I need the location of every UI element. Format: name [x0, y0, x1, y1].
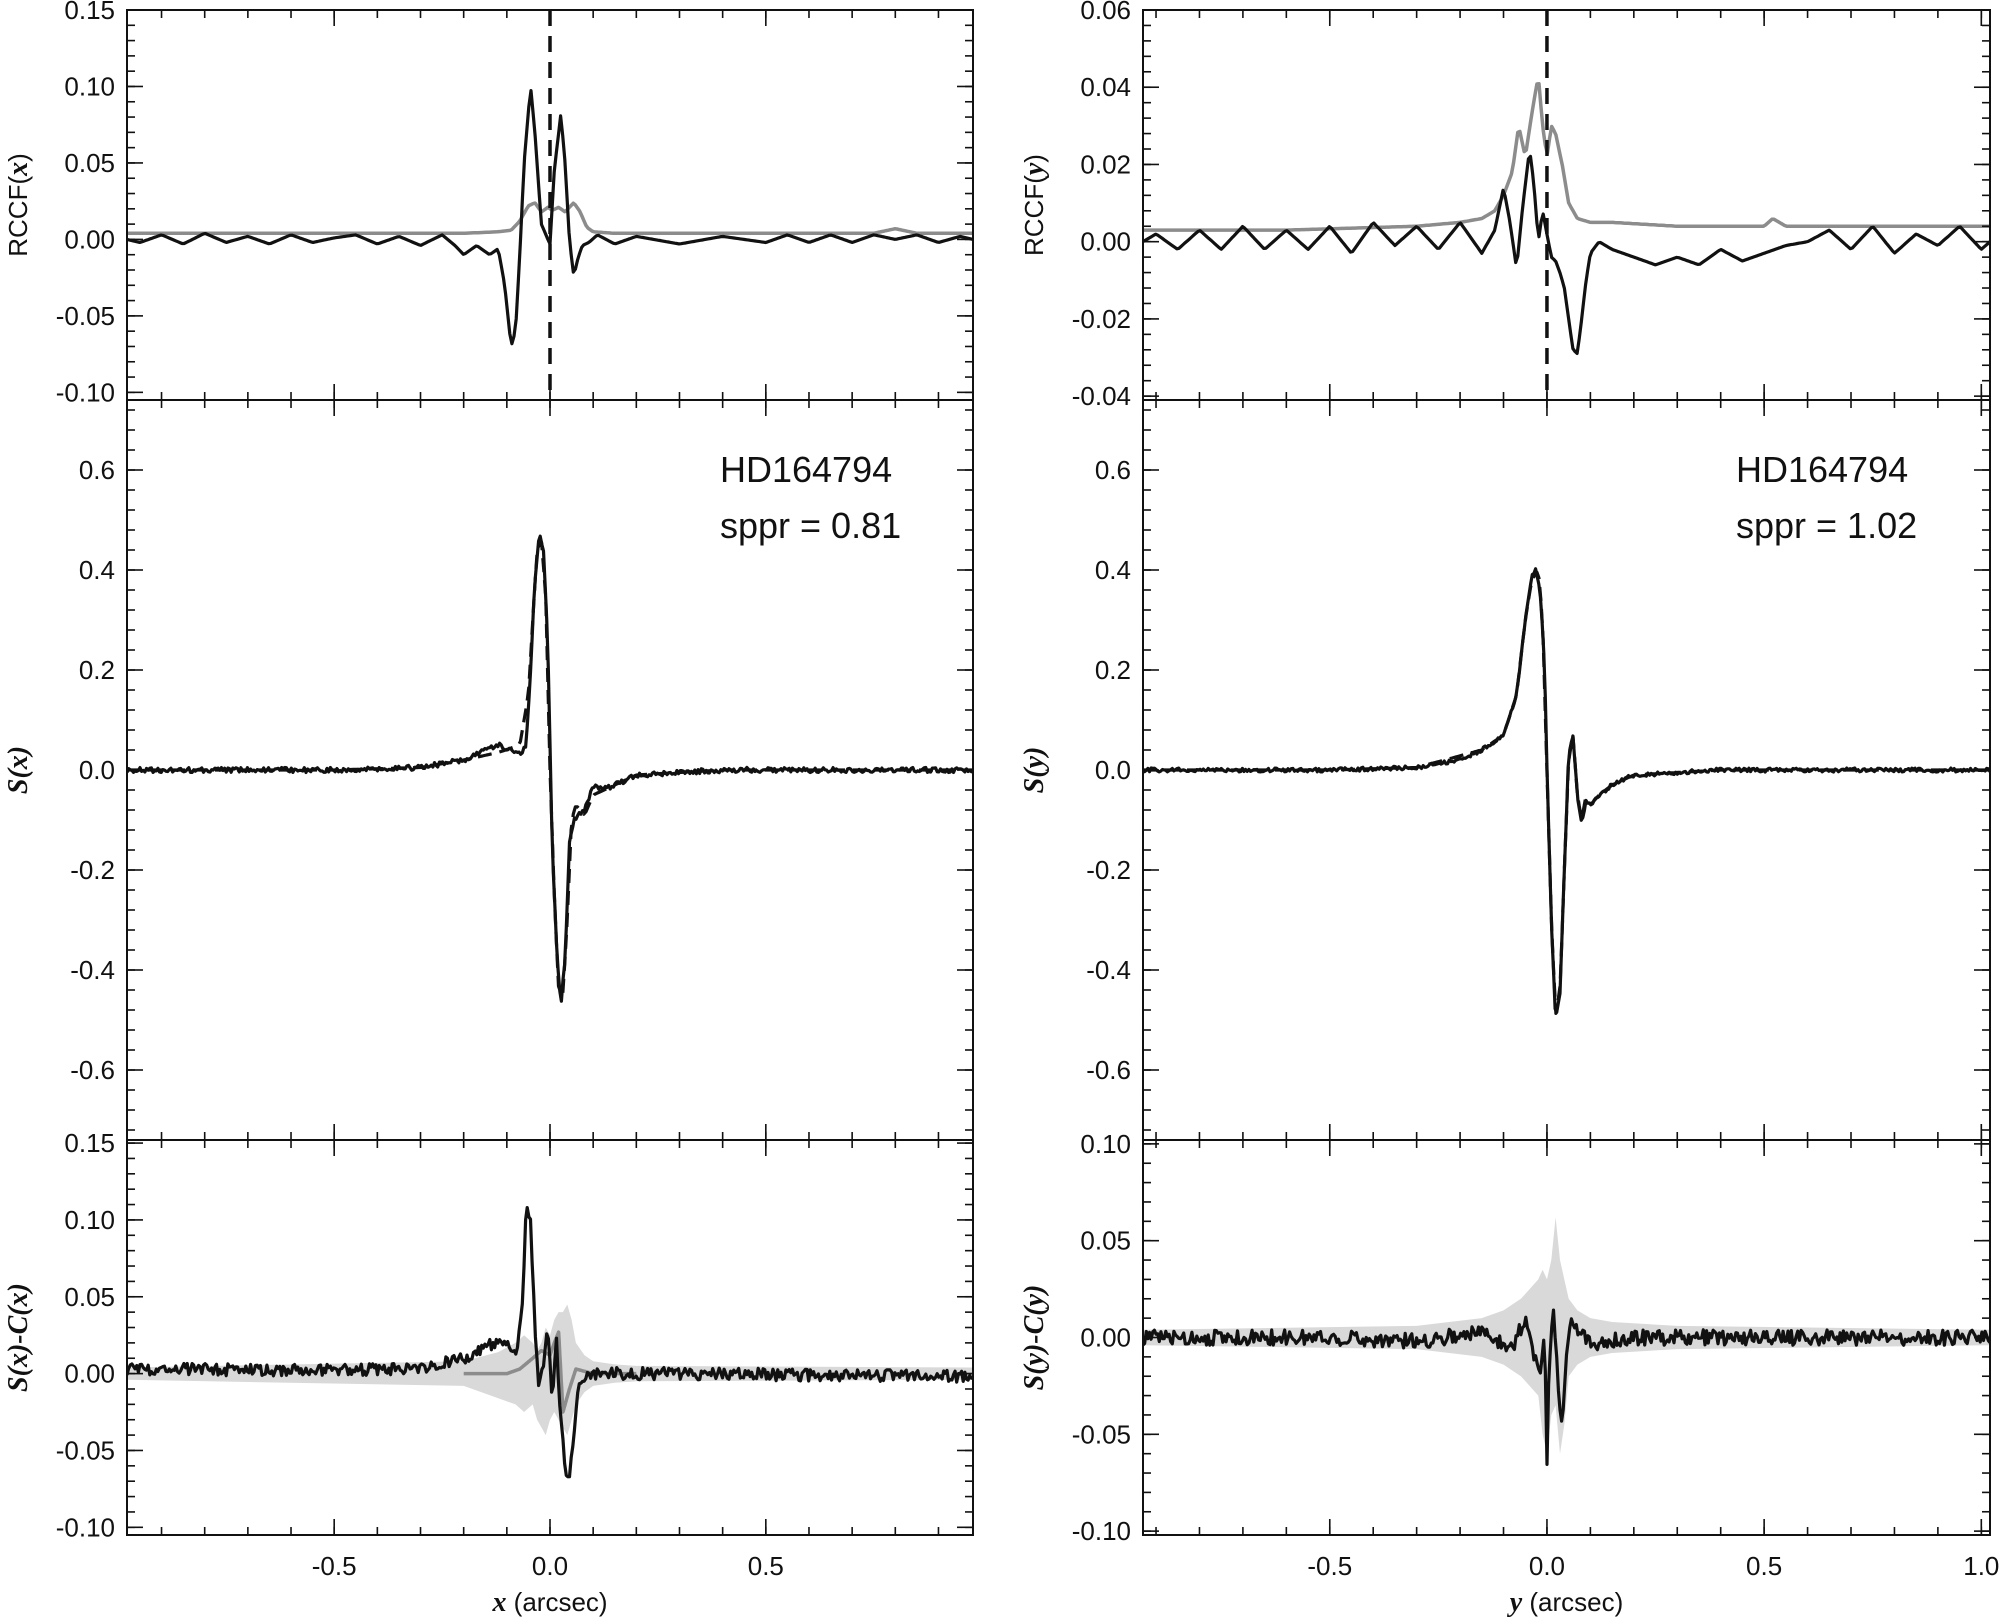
y-tick-label: 0.04: [1080, 72, 1131, 102]
x-tick-label: 0.0: [1529, 1551, 1565, 1581]
y-tick-label: -0.4: [70, 955, 115, 985]
y-tick-label: -0.4: [1086, 955, 1131, 985]
y-tick-label: -0.05: [1072, 1419, 1131, 1449]
x-axis-label: x (arcsec): [491, 1587, 607, 1617]
x-tick-label: 0.5: [1746, 1551, 1782, 1581]
y-tick-label: 0.10: [64, 1205, 115, 1235]
x-tick-label: -0.5: [1307, 1551, 1352, 1581]
y-tick-label: 0.0: [79, 755, 115, 785]
y-axis-label: S(y)-C(y): [1019, 1285, 1050, 1391]
x-axis-label: y (arcsec): [1507, 1587, 1624, 1617]
series-line-1: [1143, 567, 1990, 1014]
y-tick-label: 0.6: [1095, 455, 1131, 485]
y-axis-label: S(x): [3, 746, 34, 794]
y-tick-label: -0.10: [1072, 1516, 1131, 1546]
y-tick-label: -0.6: [1086, 1055, 1131, 1085]
y-tick-label: 0.2: [1095, 655, 1131, 685]
y-tick-label: 0.05: [64, 148, 115, 178]
x-tick-label: 0.0: [532, 1551, 568, 1581]
x-tick-label: 1.0: [1963, 1551, 1999, 1581]
plot-area: [127, 534, 973, 1003]
y-tick-label: 0.05: [64, 1282, 115, 1312]
panel-frame: [1142, 9, 1991, 401]
panel-bottom-right: -0.10 -0.05 0.00 0.05 0.10 -0.5 0.0 0.5 1.0 S(y)-…: [1019, 1129, 1999, 1617]
y-tick-label: 0.00: [1080, 227, 1131, 257]
y-tick-label: -0.6: [70, 1055, 115, 1085]
y-tick-label: 0.15: [64, 1128, 115, 1158]
series-line-0: [1143, 1308, 1990, 1466]
y-axis-label: RCCF(y): [1019, 154, 1050, 256]
y-tick-label: -0.05: [56, 301, 115, 331]
y-tick-label: 0.06: [1080, 0, 1131, 25]
y-tick-label: 0.10: [64, 71, 115, 101]
y-axis-label: S(y): [1019, 747, 1050, 794]
y-tick-label: -0.02: [1072, 304, 1131, 334]
x-tick-label: 0.5: [748, 1551, 784, 1581]
y-tick-label: -0.10: [56, 377, 115, 407]
series-line-1: [127, 534, 973, 1003]
y-tick-label: 0.4: [79, 555, 115, 585]
plot-area: [1143, 10, 1990, 400]
y-tick-label: 0.6: [79, 455, 115, 485]
y-tick-label: -0.2: [70, 855, 115, 885]
y-tick-label: 0.00: [64, 224, 115, 254]
y-tick-label: -0.04: [1072, 381, 1131, 411]
panel-annotation: HD164794: [1736, 449, 1908, 490]
panel-annotation: sppr = 0.81: [720, 505, 901, 546]
panel-middle-right: -0.6 -0.4 -0.2 0.0 0.2 0.4 0.6 S(y) HD164794 sppr…: [1019, 399, 1991, 1141]
panel-middle-left: -0.6 -0.4 -0.2 0.0 0.2 0.4 0.6 S(x) HD164794 sppr…: [3, 399, 974, 1141]
y-tick-label: 0.10: [1080, 1129, 1131, 1159]
y-tick-label: 0.15: [64, 0, 115, 25]
series-line-0: [1143, 82, 1990, 232]
y-axis-label: RCCF(x): [3, 153, 34, 257]
y-tick-label: 0.00: [1080, 1323, 1131, 1353]
series-line-1: [127, 1206, 973, 1479]
y-tick-label: 0.4: [1095, 555, 1131, 585]
y-tick-label: -0.05: [56, 1435, 115, 1465]
plot-area: [1143, 567, 1990, 1015]
series-line-1: [1143, 154, 1990, 355]
panel-annotation: HD164794: [720, 449, 892, 490]
panel-top-left: -0.10 -0.05 0.00 0.05 0.10 0.15 RCCF(x): [3, 0, 974, 407]
panel-bottom-left: -0.10 -0.05 0.00 0.05 0.10 0.15 -0.5 0.0 0.5 S(x)…: [3, 1128, 974, 1617]
y-tick-label: 0.05: [1080, 1226, 1131, 1256]
y-axis-label: S(x)-C(x): [3, 1283, 34, 1392]
uncertainty-band: [1143, 1217, 1990, 1454]
series-line-0: [127, 201, 973, 236]
y-tick-label: 0.02: [1080, 149, 1131, 179]
panel-top-right: -0.04 -0.02 0.00 0.02 0.04 0.06 RCCF(y): [1019, 0, 1991, 411]
x-tick-label: -0.5: [312, 1551, 357, 1581]
panel-annotation: sppr = 1.02: [1736, 505, 1917, 546]
plot-area: [127, 10, 973, 400]
y-tick-label: 0.0: [1095, 755, 1131, 785]
y-tick-label: 0.00: [64, 1359, 115, 1389]
y-tick-label: -0.10: [56, 1512, 115, 1542]
plot-area: [127, 1206, 973, 1479]
plot-area: [1143, 1217, 1990, 1466]
y-tick-label: -0.2: [1086, 855, 1131, 885]
y-tick-label: 0.2: [79, 655, 115, 685]
